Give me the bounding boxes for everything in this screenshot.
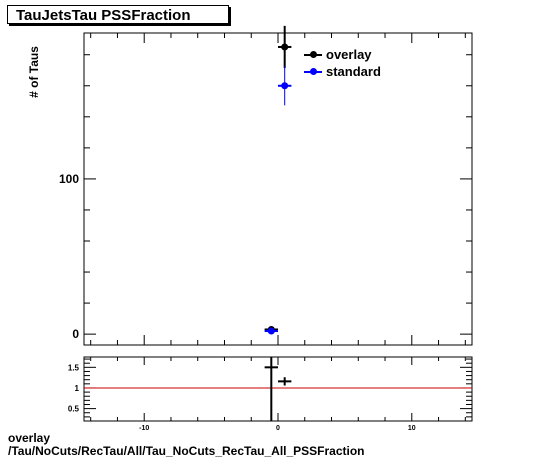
chart-title: TauJetsTau PSSFraction	[7, 5, 229, 24]
data-point	[281, 82, 289, 90]
x-tick-label: -10	[139, 425, 149, 432]
x-tick-label: 10	[408, 425, 416, 432]
legend-entry-overlay: overlay	[300, 46, 400, 63]
footer-caption: overlay /Tau/NoCuts/RecTau/All/Tau_NoCut…	[8, 432, 365, 458]
y-tick-label: 100	[59, 172, 79, 186]
legend-marker-icon	[310, 51, 317, 58]
data-point	[267, 327, 275, 335]
plot-frame	[83, 32, 473, 346]
legend-label-overlay: overlay	[326, 47, 372, 62]
y-axis-label: # of Taus	[27, 46, 41, 98]
legend: overlay standard	[300, 46, 400, 80]
legend-label-standard: standard	[326, 64, 381, 79]
y-tick-label: 1.5	[68, 363, 80, 372]
footer-line-1: overlay	[8, 431, 51, 445]
legend-marker-icon	[310, 68, 317, 75]
y-tick-label: 0.5	[68, 405, 80, 414]
x-tick-label: 0	[276, 425, 280, 432]
footer-line-2: /Tau/NoCuts/RecTau/All/Tau_NoCuts_RecTau…	[8, 444, 365, 458]
y-tick-label: 1	[75, 384, 80, 393]
data-point	[281, 43, 289, 51]
legend-entry-standard: standard	[300, 63, 400, 80]
y-tick-label: 0	[72, 327, 79, 341]
